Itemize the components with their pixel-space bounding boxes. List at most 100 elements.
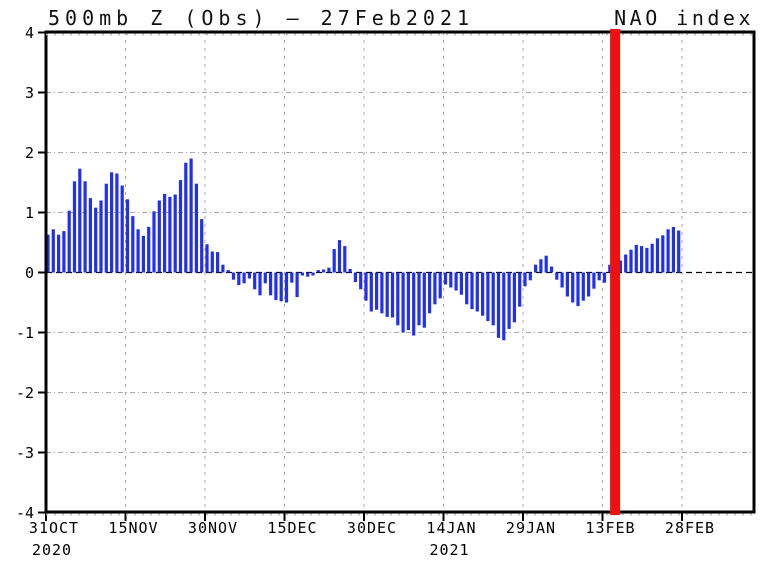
bar: [433, 272, 437, 305]
bar: [645, 247, 649, 273]
bar: [120, 185, 124, 273]
bar: [597, 272, 601, 281]
x-tick-label: 13FEB: [585, 519, 635, 537]
plot-frame: [44, 30, 756, 514]
bar: [141, 235, 145, 273]
bar: [88, 198, 92, 273]
x-year-label: 2021: [429, 541, 469, 559]
bar: [189, 158, 193, 273]
grid-layer: [46, 32, 754, 512]
bar: [295, 272, 299, 298]
x-tick-label: 29JAN: [506, 519, 556, 537]
bar: [496, 272, 501, 338]
bar: [94, 207, 98, 273]
bar: [624, 254, 628, 273]
bar: [136, 229, 140, 273]
bar: [78, 168, 82, 273]
x-tick-label: 14JAN: [426, 519, 476, 537]
bar: [337, 240, 342, 273]
bar: [618, 260, 622, 273]
y-tick-label: 0: [25, 264, 34, 282]
bar: [216, 252, 220, 273]
bar: [661, 235, 665, 273]
bar: [290, 272, 294, 283]
bar: [449, 272, 453, 288]
bar: [332, 249, 336, 273]
bar: [385, 272, 389, 317]
bar: [655, 238, 660, 273]
bar: [459, 272, 463, 295]
bar: [422, 272, 426, 328]
bar: [401, 272, 405, 333]
bar: [322, 269, 326, 273]
bar: [173, 194, 177, 273]
bar: [375, 272, 379, 310]
bar: [67, 210, 71, 273]
bar: [231, 272, 236, 280]
bar: [306, 272, 310, 277]
bar: [348, 268, 352, 273]
bar: [560, 272, 564, 288]
bar: [104, 183, 108, 273]
y-tick-label: 2: [25, 144, 34, 162]
bar: [343, 246, 347, 273]
bar: [518, 272, 522, 307]
bar: [581, 272, 585, 301]
bar: [640, 246, 644, 273]
bar: [539, 259, 543, 273]
bar: [247, 272, 251, 279]
y-tick-label: 1: [25, 204, 34, 222]
bar: [512, 272, 516, 323]
bar: [481, 272, 485, 316]
bar: [359, 272, 363, 290]
bar: [396, 272, 400, 326]
bar: [576, 272, 580, 307]
bar: [131, 216, 135, 273]
axis-labels-layer: 31OCT 2020 15NOV 30NOV 15DEC 30DEC 14JAN 2021 29…: [16, 24, 714, 559]
bar: [157, 200, 161, 273]
bar: [46, 234, 50, 273]
bar: [544, 255, 548, 273]
x-tick-label: 30DEC: [347, 519, 397, 537]
bar: [353, 272, 357, 283]
bar: [438, 272, 442, 299]
bar: [258, 272, 262, 296]
bar: [152, 211, 156, 273]
bar: [62, 231, 66, 273]
bar: [163, 193, 167, 273]
bar: [602, 272, 607, 283]
current-date-marker: [610, 29, 621, 515]
bar: [428, 272, 432, 314]
bar: [263, 272, 267, 284]
y-tick-label: 3: [25, 84, 34, 102]
bar: [311, 272, 315, 276]
bar: [549, 266, 554, 273]
bar: [380, 272, 384, 314]
x-tick-label: 30NOV: [188, 519, 238, 537]
x-tick-label: 15NOV: [108, 519, 158, 537]
bar: [565, 272, 569, 297]
bar: [364, 272, 368, 301]
bar: [629, 249, 633, 273]
bar: [253, 272, 257, 290]
axes-layer: [38, 30, 756, 521]
bar: [83, 181, 87, 273]
bar: [221, 264, 225, 273]
bar: [502, 272, 506, 341]
bar: [205, 244, 209, 273]
bar: [57, 234, 61, 273]
bar: [417, 272, 421, 326]
bar: [99, 200, 103, 273]
marker-layer: [610, 29, 621, 515]
bar: [210, 251, 214, 273]
bar: [184, 162, 188, 273]
bar: [454, 272, 458, 291]
bar: [369, 272, 373, 312]
bars-layer: [46, 158, 681, 341]
bar: [534, 264, 538, 273]
x-tick-label: 31OCT: [29, 519, 79, 537]
y-tick-label: -4: [16, 504, 34, 522]
y-tick-label: -2: [16, 384, 34, 402]
